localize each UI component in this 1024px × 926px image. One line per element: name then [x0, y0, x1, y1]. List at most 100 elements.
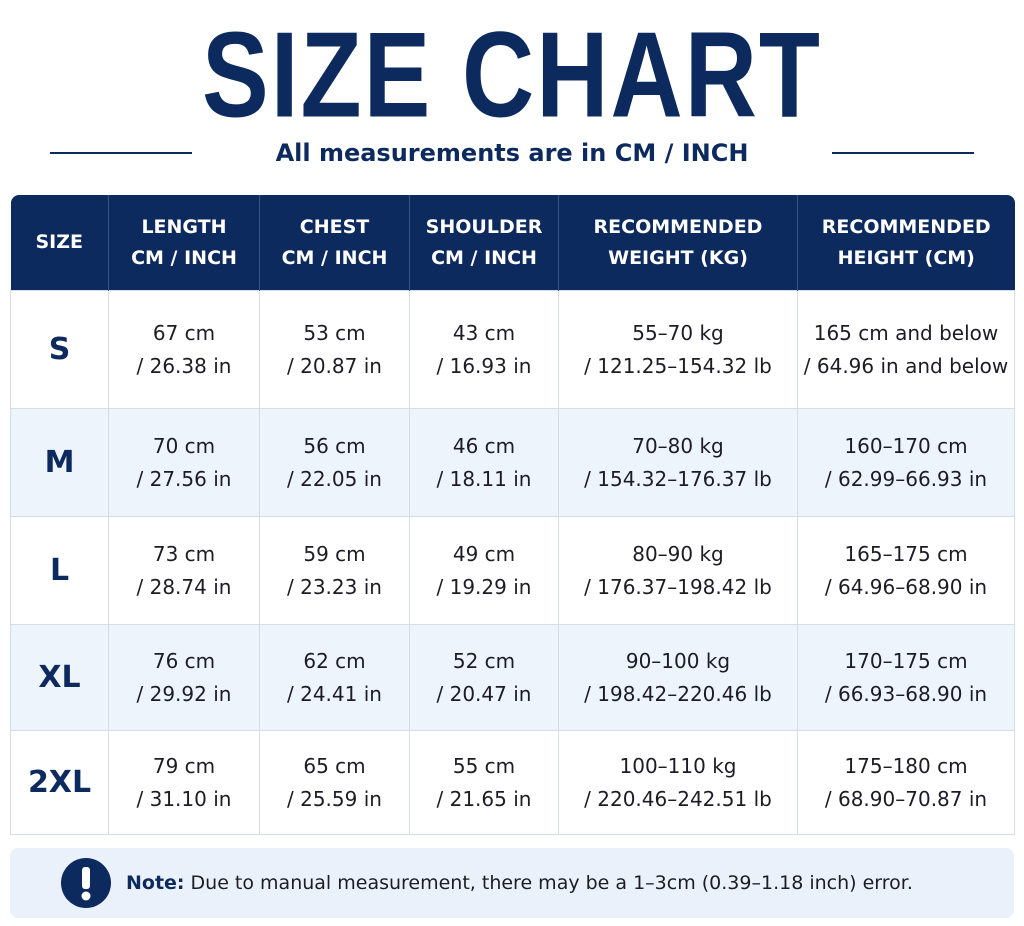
measure-cell: 70–80 kg / 154.32–176.37 lb: [558, 408, 798, 517]
divider: [832, 152, 974, 154]
cell-line: SHOULDER: [425, 215, 543, 238]
measure-cell: 46 cm / 18.11 in: [409, 408, 559, 517]
measure-cell: 62 cm / 24.41 in: [259, 624, 410, 731]
measure-cell: 165 cm and below / 64.96 in and below: [797, 290, 1015, 409]
measure-cell: 43 cm / 16.93 in: [409, 290, 559, 409]
header-row: SIZE LENGTH CM / INCH CHEST CM / INCH SHOULDE…: [10, 195, 1015, 291]
measure-cell: 76 cm / 29.92 in: [108, 624, 260, 731]
size-cell: XL: [10, 624, 109, 731]
header-cell: RECOMMENDED HEIGHT (CM): [797, 195, 1015, 291]
cell-line: / 64.96 in and below: [803, 353, 1009, 378]
cell-line: / 62.99–66.93 in: [824, 466, 988, 491]
cell-line: LENGTH: [141, 215, 227, 238]
measure-cell: 170–175 cm / 66.93–68.90 in: [797, 624, 1015, 731]
measure-cell: 53 cm / 20.87 in: [259, 290, 410, 409]
cell-line: 59 cm: [303, 541, 366, 566]
cell-line: 46 cm: [452, 433, 516, 458]
cell-line: / 21.65 in: [436, 786, 532, 811]
measure-cell: 55–70 kg / 121.25–154.32 lb: [558, 290, 798, 409]
measure-cell: 175–180 cm / 68.90–70.87 in: [797, 730, 1015, 835]
cell-line: 100–110 kg: [619, 753, 737, 778]
cell-line: 53 cm: [303, 320, 366, 345]
note-label: Note:: [126, 872, 185, 894]
cell-line: / 31.10 in: [136, 786, 232, 811]
size-cell: S: [10, 290, 109, 409]
measure-cell: 73 cm / 28.74 in: [108, 516, 260, 625]
cell-line: / 20.87 in: [287, 353, 382, 378]
cell-line: 70 cm: [152, 433, 216, 458]
header-cell: CHEST CM / INCH: [259, 195, 410, 291]
table-row: XL 76 cm / 29.92 in 62 cm / 24.41 in 52 cm / 2…: [10, 624, 1015, 731]
measure-cell: 90–100 kg / 198.42–220.46 lb: [558, 624, 798, 731]
cell-line: / 220.46–242.51 lb: [584, 786, 772, 811]
cell-line: 160–170 cm: [844, 433, 968, 458]
cell-line: 55–70 kg: [632, 320, 724, 345]
cell-line: 165 cm and below: [813, 320, 999, 345]
cell-line: / 176.37–198.42 lb: [584, 574, 772, 599]
cell-line: / 29.92 in: [136, 681, 232, 706]
cell-line: 43 cm: [452, 320, 516, 345]
cell-line: CM / INCH: [281, 246, 388, 269]
cell-line: / 154.32–176.37 lb: [584, 466, 772, 491]
measure-cell: 70 cm / 27.56 in: [108, 408, 260, 517]
measure-cell: 160–170 cm / 62.99–66.93 in: [797, 408, 1015, 517]
header-cell: SHOULDER CM / INCH: [409, 195, 559, 291]
cell-line: / 66.93–68.90 in: [824, 681, 988, 706]
measure-cell: 100–110 kg / 220.46–242.51 lb: [558, 730, 798, 835]
cell-line: / 20.47 in: [436, 681, 532, 706]
size-cell: 2XL: [10, 730, 109, 835]
table-row: S 67 cm / 26.38 in 53 cm / 20.87 in 43 cm / 16…: [10, 290, 1015, 409]
cell-line: RECOMMENDED: [593, 215, 763, 238]
note-body: Due to manual measurement, there may be …: [190, 872, 913, 894]
cell-line: / 24.41 in: [287, 681, 382, 706]
note-box: Note: Due to manual measurement, there ma…: [10, 848, 1014, 918]
subtitle: All measurements are in CM / INCH: [275, 139, 749, 167]
cell-line: 52 cm: [452, 648, 516, 673]
cell-line: / 68.90–70.87 in: [824, 786, 988, 811]
measure-cell: 80–90 kg / 176.37–198.42 lb: [558, 516, 798, 625]
cell-line: 165–175 cm: [844, 541, 968, 566]
cell-line: 49 cm: [452, 541, 516, 566]
cell-line: RECOMMENDED: [821, 215, 991, 238]
cell-line: 65 cm: [303, 753, 366, 778]
cell-line: 90–100 kg: [625, 648, 731, 673]
cell-line: HEIGHT (CM): [837, 246, 975, 269]
measure-cell: 67 cm / 26.38 in: [108, 290, 260, 409]
size-table: SIZE LENGTH CM / INCH CHEST CM / INCH SHOULDE…: [10, 195, 1015, 835]
measure-cell: 65 cm / 25.59 in: [259, 730, 410, 835]
measure-cell: 55 cm / 21.65 in: [409, 730, 559, 835]
cell-line: / 23.23 in: [287, 574, 382, 599]
header-cell: LENGTH CM / INCH: [108, 195, 260, 291]
cell-line: 67 cm: [152, 320, 216, 345]
cell-line: CM / INCH: [431, 246, 537, 269]
cell-line: / 64.96–68.90 in: [824, 574, 988, 599]
cell-line: / 25.59 in: [287, 786, 382, 811]
cell-line: WEIGHT (KG): [608, 246, 748, 269]
table-row: 2XL 79 cm / 31.10 in 65 cm / 25.59 in 55 cm / …: [10, 730, 1015, 835]
cell-line: 62 cm: [303, 648, 366, 673]
cell-line: / 198.42–220.46 lb: [584, 681, 772, 706]
measure-cell: 79 cm / 31.10 in: [108, 730, 260, 835]
cell-line: 56 cm: [303, 433, 366, 458]
cell-line: / 121.25–154.32 lb: [584, 353, 772, 378]
cell-line: CHEST: [299, 215, 370, 238]
cell-line: / 16.93 in: [436, 353, 532, 378]
cell-line: 73 cm: [152, 541, 216, 566]
title: SIZE CHART: [202, 6, 822, 144]
table-row: M 70 cm / 27.56 in 56 cm / 22.05 in 46 cm / 18…: [10, 408, 1015, 517]
cell-line: CM / INCH: [131, 246, 237, 269]
cell-line: / 27.56 in: [136, 466, 232, 491]
cell-line: 175–180 cm: [844, 753, 968, 778]
cell-line: 79 cm: [152, 753, 216, 778]
cell-line: / 19.29 in: [436, 574, 532, 599]
measure-cell: 59 cm / 23.23 in: [259, 516, 410, 625]
table-row: L 73 cm / 28.74 in 59 cm / 23.23 in 49 cm / 19…: [10, 516, 1015, 625]
table-body: S 67 cm / 26.38 in 53 cm / 20.87 in 43 cm / 16…: [10, 290, 1015, 835]
cell-line: / 22.05 in: [287, 466, 382, 491]
measure-cell: 165–175 cm / 64.96–68.90 in: [797, 516, 1015, 625]
cell-line: SIZE: [35, 231, 83, 253]
measure-cell: 49 cm / 19.29 in: [409, 516, 559, 625]
measure-cell: 52 cm / 20.47 in: [409, 624, 559, 731]
cell-line: 80–90 kg: [632, 541, 724, 566]
